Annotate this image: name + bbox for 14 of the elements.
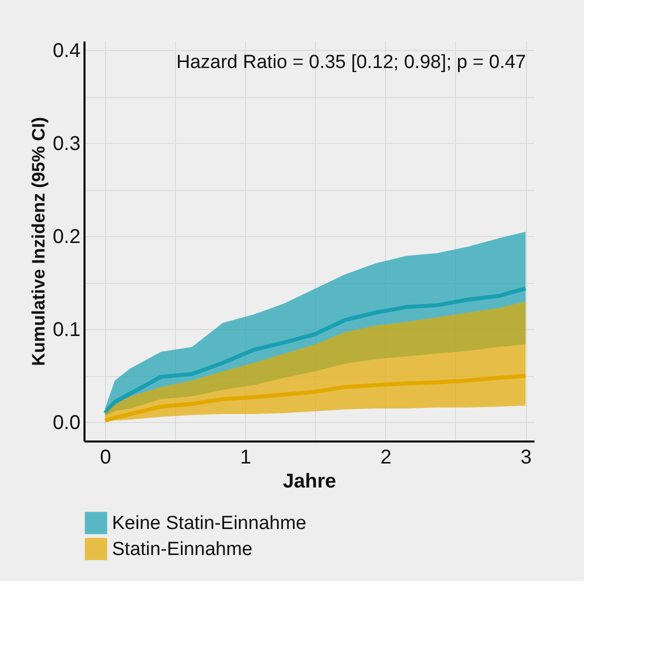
x-tick-label: 0 [100,446,112,468]
legend-label: Keine Statin-Einnahme [112,513,306,534]
y-axis-title: Kumulative Inzidenz (95% CI) [28,116,49,366]
x-tick-label: 2 [380,446,392,468]
x-axis-title: Jahre [282,470,336,492]
y-tick-label: 0.2 [52,226,80,248]
x-tick-label: 1 [240,446,252,468]
y-tick-label: 0.4 [52,40,80,62]
legend-label: Statin-Einnahme [112,539,252,560]
y-tick-label: 0.0 [52,412,80,434]
x-tick-label: 3 [520,446,532,468]
annotation: Hazard Ratio = 0.35 [0.12; 0.98]; p = 0.47 [176,52,526,73]
y-tick-label: 0.1 [52,318,80,341]
y-tick-label: 0.3 [52,132,80,155]
